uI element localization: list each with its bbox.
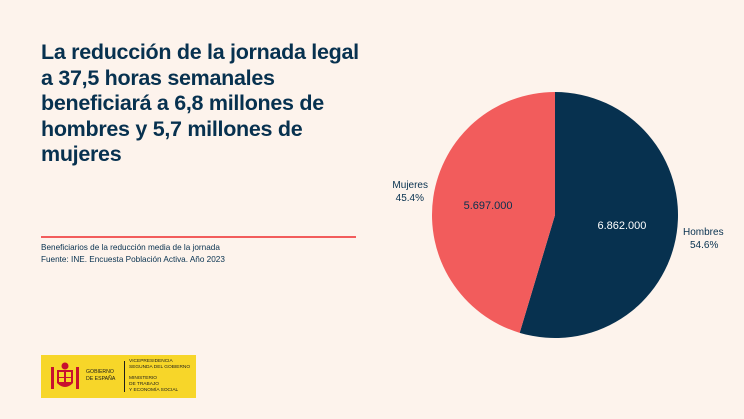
pie-slice-mujeres (432, 92, 555, 333)
slice-value-label-mujeres: 5.697.000 (464, 200, 513, 212)
logo-vicepresidencia-text: VICEPRESIDENCIA SEGUNDA DEL GOBIERNO (129, 359, 191, 370)
logo-divider (124, 361, 125, 392)
page-title: La reducción de la jornada legal a 37,5 … (41, 40, 359, 166)
slice-name-label-mujeres: Mujeres (392, 180, 428, 191)
slice-value-label-hombres: 6.862.000 (597, 220, 646, 232)
slice-percent-label-hombres: 54.6% (690, 240, 718, 251)
pie-slice-hombres (519, 92, 679, 338)
title-divider (41, 236, 356, 238)
logo-ministerio-text: MINISTERIO DE TRABAJO Y ECONOMÍA SOCIAL (129, 376, 179, 393)
government-logo: GOBIERNO DE ESPAÑA VICEPRESIDENCIA SEGUN… (41, 355, 196, 398)
coat-of-arms-icon (51, 362, 79, 389)
chart-subtitle: Beneficiarios de la reducción media de l… (41, 243, 220, 252)
logo-gobierno-text: GOBIERNO DE ESPAÑA (86, 369, 116, 382)
slice-name-label-hombres: Hombres (683, 227, 724, 238)
slice-percent-label-mujeres: 45.4% (396, 193, 424, 204)
chart-source: Fuente: INE. Encuesta Población Activa. … (41, 255, 225, 264)
